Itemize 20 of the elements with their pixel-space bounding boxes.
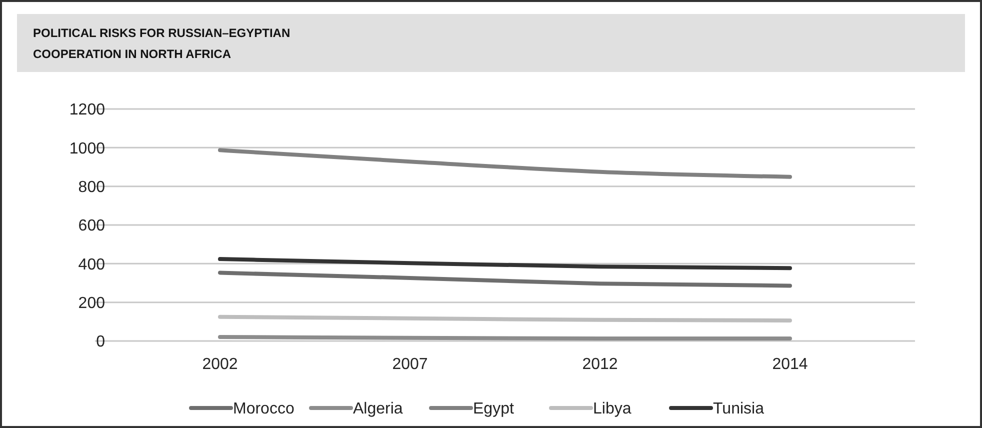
x-tick-label: 2014 <box>772 356 808 373</box>
y-tick-label: 600 <box>78 218 106 235</box>
y-tick-label: 1200 <box>69 102 106 119</box>
chart-title: POLITICAL RISKS FOR RUSSIAN–EGYPTIAN COOPERATION IN NORTH AFRICA <box>33 26 290 61</box>
line-series <box>218 270 792 288</box>
y-tick-label: 800 <box>78 178 106 196</box>
legend-label: Tunisia <box>713 400 764 418</box>
legend-label: Morocco <box>233 400 294 418</box>
line-series <box>218 148 792 179</box>
legend-label: Libya <box>593 400 632 418</box>
legend-label: Egypt <box>473 400 514 418</box>
line-series <box>218 257 792 270</box>
y-tick-label: 200 <box>78 294 106 312</box>
x-tick-label: 2012 <box>582 356 618 373</box>
y-tick-label: 0 <box>96 334 106 351</box>
y-tick-label: 400 <box>78 256 106 274</box>
legend-label: Algeria <box>353 400 403 418</box>
y-tick-label: 1000 <box>69 140 106 158</box>
x-tick-label: 2007 <box>392 356 428 373</box>
x-tick-label: 2002 <box>202 356 238 373</box>
